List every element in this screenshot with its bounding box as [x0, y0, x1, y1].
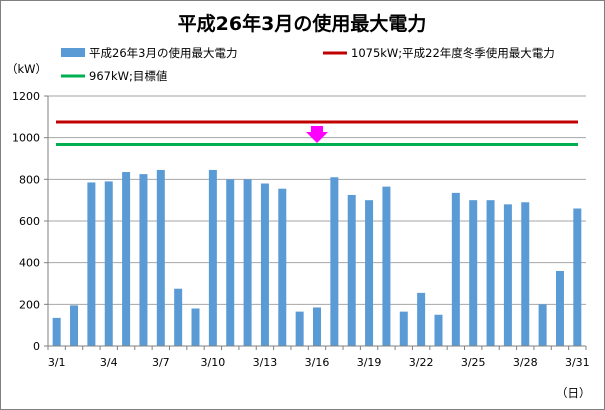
x-tick-label: 3/16 — [305, 356, 330, 369]
axes — [47, 96, 586, 347]
y-tick-label: 800 — [19, 173, 40, 186]
bar — [122, 172, 131, 346]
x-tick-label: 3/31 — [565, 356, 590, 369]
bar — [434, 314, 443, 346]
x-tick-label: 3/4 — [100, 356, 118, 369]
bar — [313, 307, 321, 346]
bar — [208, 169, 217, 346]
x-axis-unit: （日） — [556, 386, 591, 400]
bar — [174, 288, 183, 346]
bar — [156, 169, 165, 346]
bar — [469, 200, 478, 346]
x-tick-label: 3/25 — [461, 356, 486, 369]
y-axis-ticks: 0 200 400 600 800 1000 1200 — [12, 90, 48, 353]
x-tick-label: 3/22 — [409, 356, 434, 369]
bar — [70, 305, 79, 346]
bar — [486, 200, 495, 346]
y-tick-label: 400 — [19, 257, 40, 270]
x-tick-label: 3/1 — [48, 356, 66, 369]
bar — [243, 179, 252, 346]
bar — [382, 186, 391, 346]
bar — [278, 188, 287, 346]
bar — [104, 181, 113, 346]
bar — [399, 311, 408, 346]
bar — [87, 182, 96, 346]
legend: 平成26年3月の使用最大電力 1075kW;平成22年度冬季使用最大電力 967… — [61, 46, 555, 83]
reference-lines — [56, 120, 578, 147]
legend-swatch-bars — [61, 48, 85, 57]
bar — [226, 179, 235, 346]
bar-series — [52, 169, 582, 346]
bar — [330, 177, 339, 346]
annotation — [306, 126, 328, 143]
x-tick-label: 3/19 — [357, 356, 382, 369]
y-tick-label: 200 — [19, 298, 40, 311]
legend-label-winter-max: 1075kW;平成22年度冬季使用最大電力 — [351, 46, 555, 60]
legend-label-target: 967kW;目標値 — [89, 69, 168, 83]
bar — [191, 308, 200, 346]
bar — [417, 292, 426, 346]
bar — [260, 183, 269, 346]
x-tick-label: 3/13 — [253, 356, 278, 369]
y-axis-unit: （kW） — [6, 62, 47, 76]
bar — [52, 317, 61, 346]
x-tick-label: 3/10 — [201, 356, 226, 369]
y-tick-label: 0 — [33, 340, 40, 353]
x-tick-label: 3/7 — [152, 356, 170, 369]
y-tick-label: 1000 — [12, 132, 40, 145]
x-tick-label: 3/28 — [513, 356, 538, 369]
bar — [451, 192, 460, 346]
bar — [573, 208, 582, 346]
bar — [295, 311, 304, 346]
bar — [503, 204, 512, 346]
y-tick-label: 600 — [19, 215, 40, 228]
bar — [538, 304, 547, 346]
bar — [365, 200, 374, 346]
bar — [521, 202, 530, 346]
bar — [139, 174, 148, 346]
y-tick-label: 1200 — [12, 90, 40, 103]
x-axis-ticks: 3/1 3/4 3/7 3/10 3/13 3/16 3/19 3/22 3/25 3/28 3/3… — [47, 346, 590, 369]
chart-title: 平成26年3月の使用最大電力 — [178, 12, 427, 35]
bar — [555, 271, 564, 346]
down-arrow-marker — [306, 126, 328, 143]
bar — [347, 194, 356, 346]
legend-label-bars: 平成26年3月の使用最大電力 — [89, 46, 237, 60]
